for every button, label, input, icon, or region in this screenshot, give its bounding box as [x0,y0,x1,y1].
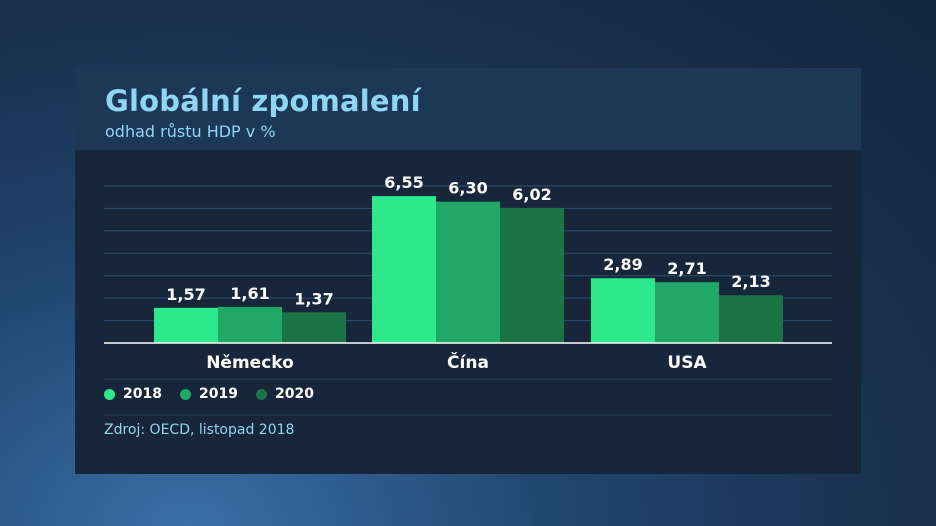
data-label: 1,61 [230,284,269,303]
legend-label-2018: 2018 [123,386,162,402]
bar [500,207,564,343]
bar [282,312,346,343]
legend-item-2019: 2019 [180,386,256,402]
data-label: 2,13 [731,272,770,291]
data-label: 2,71 [667,259,706,278]
bar [154,307,218,343]
legend-swatch-2018 [104,388,115,400]
chart-subtitle: odhad růstu HDP v % [105,122,276,141]
legend-label-2020: 2020 [275,386,314,402]
legend: 2018 2019 2020 [104,386,332,402]
bar [436,201,500,343]
legend-swatch-2020 [256,388,267,400]
legend-label-2019: 2019 [199,386,238,402]
chart-header: Globální zpomalení odhad růstu HDP v % [75,68,861,150]
bar [372,196,436,343]
bar [591,278,655,343]
legend-item-2020: 2020 [256,386,332,402]
x-tick-label: USA [667,353,707,373]
bar [218,306,282,343]
source-note: Zdroj: OECD, listopad 2018 [104,422,295,438]
chart-title: Globální zpomalení [105,84,421,118]
bar [655,282,719,343]
data-label: 2,89 [603,255,642,274]
data-label: 6,30 [448,179,487,198]
bar [719,295,783,343]
legend-item-2018: 2018 [104,386,180,402]
x-tick-label: Německo [206,353,294,373]
data-label: 6,55 [384,173,423,192]
legend-swatch-2019 [180,388,191,400]
data-label: 1,37 [294,289,333,308]
data-label: 6,02 [512,185,551,204]
x-tick-label: Čína [447,351,489,373]
data-label: 1,57 [166,285,205,304]
